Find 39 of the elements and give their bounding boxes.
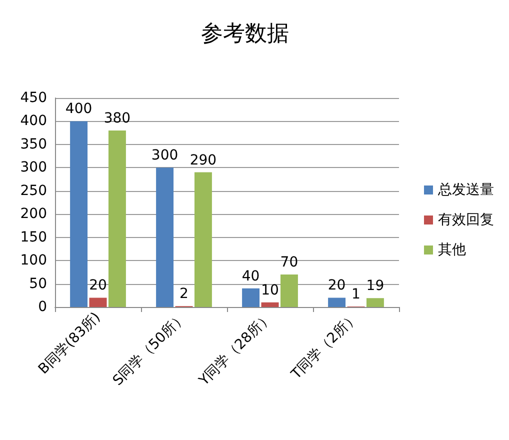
bar	[108, 130, 126, 307]
bar	[366, 298, 384, 307]
data-label: 2	[180, 286, 188, 302]
bar	[280, 274, 298, 307]
x-tick-label: T同学（2所）	[288, 309, 362, 384]
data-label: 20	[89, 278, 107, 294]
bar	[89, 298, 107, 307]
data-label: 400	[65, 101, 92, 118]
bar	[261, 302, 279, 307]
data-label: 40	[242, 268, 260, 284]
x-tick-label: Y同学（28所）	[196, 309, 276, 390]
y-tick-label: 400	[20, 113, 47, 130]
bar	[156, 168, 174, 307]
y-tick-label: 300	[20, 160, 47, 176]
y-tick-label: 450	[20, 90, 47, 106]
data-label: 10	[261, 282, 279, 298]
y-tick-label: 100	[20, 252, 47, 269]
legend-label: 总发送量	[437, 182, 494, 198]
bar	[242, 288, 260, 307]
y-tick-label: 350	[20, 136, 47, 152]
data-label: 290	[190, 152, 217, 168]
bar	[194, 172, 212, 307]
x-tick-label: S同学（50所）	[110, 309, 190, 390]
data-label: 20	[328, 278, 346, 294]
data-label: 380	[104, 110, 131, 127]
bar	[70, 121, 88, 307]
legend-label: 其他	[438, 242, 466, 258]
y-tick-label: 250	[20, 182, 47, 199]
data-label: 300	[151, 148, 178, 164]
bar	[328, 298, 346, 307]
y-tick-label: 200	[20, 206, 47, 222]
data-label: 1	[352, 286, 360, 303]
legend-label: 有效回复	[438, 212, 494, 228]
y-tick-label: 0	[38, 299, 47, 315]
data-label: 70	[280, 254, 298, 270]
data-label: 19	[366, 278, 384, 294]
chart-title: 参考数据	[201, 22, 289, 46]
y-tick-label: 150	[20, 229, 47, 246]
y-tick-label: 50	[29, 276, 47, 292]
